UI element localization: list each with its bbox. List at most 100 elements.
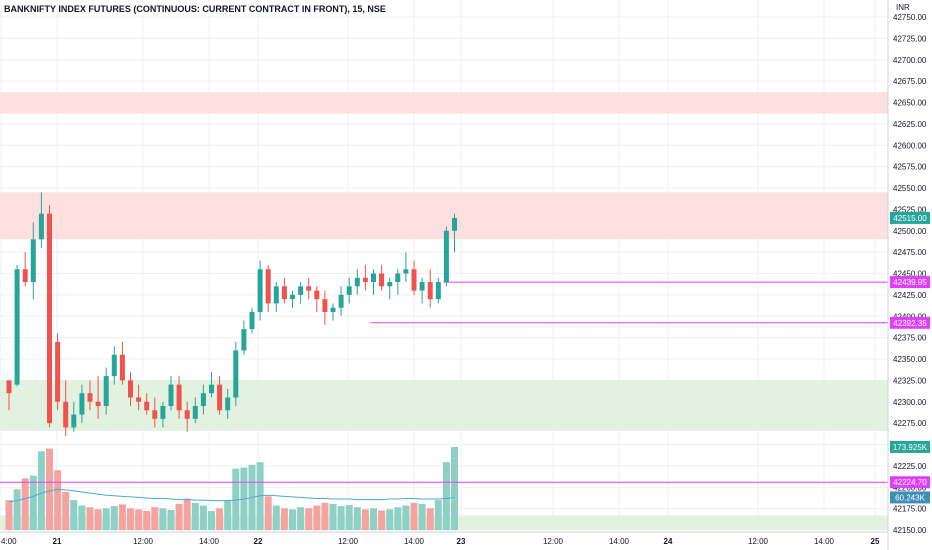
candle-body (38, 213, 44, 240)
volume-bar (167, 509, 175, 530)
price-tick-label: 42525.00 (893, 205, 927, 214)
candle-body (128, 380, 133, 398)
candle-body (387, 282, 393, 287)
candle-body (427, 282, 433, 300)
volume-bar (272, 505, 280, 530)
volume-bar (434, 500, 442, 530)
volume-bar (378, 510, 386, 530)
volume-bar (232, 468, 240, 530)
volume-bar (386, 509, 394, 530)
time-tick-label: 23 (457, 537, 466, 546)
last-volume-label: 173.925K (893, 443, 928, 452)
last-volume-label-background (890, 440, 930, 453)
horizontal-lines[interactable] (0, 281, 888, 483)
time-tick-label: 14:00 (609, 537, 630, 546)
candle-body (103, 376, 109, 407)
volume-bar (183, 498, 191, 530)
time-axis[interactable]: 4:00 21 12:00 14:00 22 12:00 14:00 23 12:00 14:00… (0, 531, 888, 546)
candle-body (322, 299, 328, 312)
price-tick-label: 42750.00 (893, 13, 927, 22)
candle-body (111, 354, 117, 377)
resistance-zone (0, 92, 888, 114)
volume-bar (280, 508, 288, 530)
volume-bar (337, 506, 345, 530)
volume-bar (297, 507, 305, 530)
candle-body (6, 380, 12, 394)
volume-bar (5, 500, 13, 530)
time-tick-label: 12:00 (338, 537, 359, 546)
time-tick-label: 25 (871, 537, 880, 546)
candle-body (419, 282, 425, 291)
candle-body (298, 286, 304, 295)
volume-bar (410, 502, 418, 530)
volume-bar (442, 462, 450, 530)
candle-body (281, 286, 287, 300)
candle-body (176, 384, 182, 411)
candle-body (55, 341, 61, 402)
price-tick-label: 42375.00 (893, 334, 927, 343)
volume-bar (21, 478, 29, 530)
time-tick-label: 14:00 (404, 537, 425, 546)
price-tick-label: 42350.00 (893, 355, 927, 364)
volume-bar (313, 505, 321, 530)
price-tick-label: 42650.00 (893, 99, 927, 108)
price-tick-label: 42225.00 (893, 462, 927, 471)
support-zone (0, 380, 888, 431)
candle-body (362, 277, 368, 283)
candle-body (22, 269, 28, 283)
volume-moving-average (8, 488, 455, 503)
candle-body (192, 406, 198, 419)
volume-bar (175, 503, 183, 530)
volume-bar (289, 509, 296, 530)
volume-bar (191, 502, 199, 530)
volume-bar (143, 511, 151, 530)
candle-body (217, 384, 223, 411)
volume-bar (402, 505, 410, 530)
time-tick-label: 24 (664, 537, 673, 546)
volume-bar (216, 508, 224, 530)
candle-body (79, 393, 85, 415)
volume-bar (361, 509, 369, 530)
volume-ma-line (8, 488, 455, 503)
candle-body (395, 273, 401, 283)
time-tick-label: 22 (254, 537, 263, 546)
chart-title: BANKNIFTY INDEX FUTURES (CONTINUOUS: CUR… (4, 4, 386, 14)
volume-ma-label-background (890, 491, 930, 504)
volume-hline-label: 42224.70 (893, 478, 927, 487)
volume-bar (110, 506, 118, 530)
volume-bar (451, 446, 458, 530)
price-tick-label: 42175.00 (893, 505, 927, 514)
candle-body (354, 277, 360, 287)
candle-body (411, 269, 417, 291)
candle-body (346, 286, 352, 295)
price-tick-label: 42475.00 (893, 248, 927, 257)
candle-body (306, 286, 312, 291)
volume-bar (159, 508, 167, 530)
volume-hline-label-background (890, 476, 930, 489)
volume-bar (329, 503, 337, 530)
candle-body (47, 213, 52, 424)
volume-bar (135, 509, 143, 530)
price-tick-label: 42325.00 (893, 376, 927, 385)
price-tick-label: 42675.00 (893, 77, 927, 86)
price-axis[interactable]: 42150.0042175.0042200.0042225.0042250.00… (887, 0, 927, 550)
candle-body (290, 294, 295, 300)
price-tick-label: 42550.00 (893, 184, 927, 193)
volume-bar (321, 502, 329, 530)
volume-bar (199, 505, 207, 530)
candle-body (136, 397, 142, 402)
hline-price-label-background (890, 276, 930, 289)
volume-bar (118, 504, 126, 530)
candle-body (119, 354, 125, 381)
axis-price-labels: 42515.00 42439.95 42392.35 173.925K 42224.70… (890, 211, 930, 504)
candle-body (14, 269, 20, 385)
candle-body (443, 230, 449, 283)
volume-bar (102, 508, 110, 530)
candle-body (71, 414, 77, 428)
price-tick-label: 42300.00 (893, 398, 927, 407)
volume-bar (86, 507, 94, 530)
candle-body (200, 393, 206, 407)
volume-bar (305, 508, 313, 530)
candle-body (314, 290, 320, 300)
